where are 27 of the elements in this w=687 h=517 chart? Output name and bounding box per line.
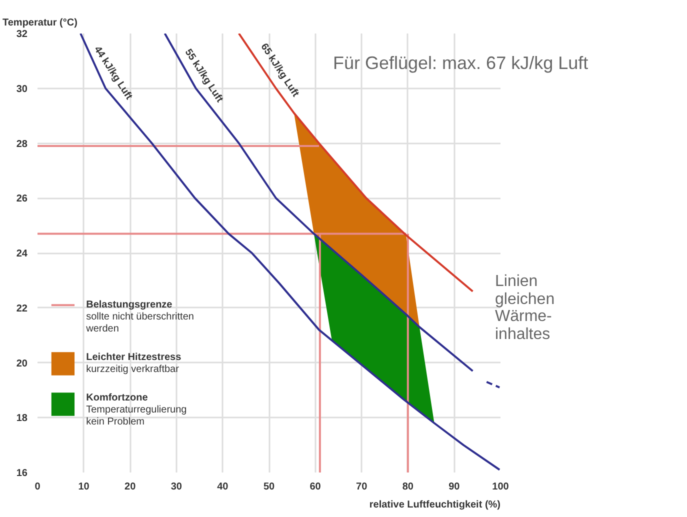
x-tick-label: 40 [217,482,229,492]
x-tick-label: 20 [124,482,136,492]
y-tick-label: 20 [16,358,28,370]
y-tick-label: 28 [16,138,28,150]
legend-label: Komfortzone Temperaturregulierung kein Problem [86,392,187,428]
y-tick-label: 16 [16,468,28,479]
x-tick-label: 10 [78,482,90,492]
y-tick-label: 26 [16,194,28,205]
x-tick-label: 80 [402,482,414,492]
legend-label: Belastungsgrenze sollte nicht überschritten werden [85,300,194,335]
x-axis-title: relative Luftfeuchtigkeit (%) [369,500,501,510]
x-tick-label: 100 [492,482,510,492]
y-tick-label: 22 [16,303,28,314]
y-tick-label: 30 [16,84,28,95]
annotation: Linien gleichen Wärme- inhaltes [495,273,555,344]
x-tick-label: 60 [310,482,322,492]
x-tick-label: 30 [170,482,182,492]
y-tick-label: 18 [16,413,28,424]
y-tick-label: 32 [16,29,28,40]
x-tick-label: 90 [448,482,460,492]
y-axis-title: Temperatur (°C) [2,18,78,28]
x-tick-label: 0 [34,482,41,492]
annotation: Für Geflügel: max. 67 kJ/kg Luft [333,53,588,75]
x-tick-label: 50 [263,482,275,492]
legend-label: Leichter Hitzestress kurzzeitig verkraftbar [86,352,182,376]
y-tick-label: 24 [16,248,28,260]
x-tick-label: 70 [356,482,368,492]
